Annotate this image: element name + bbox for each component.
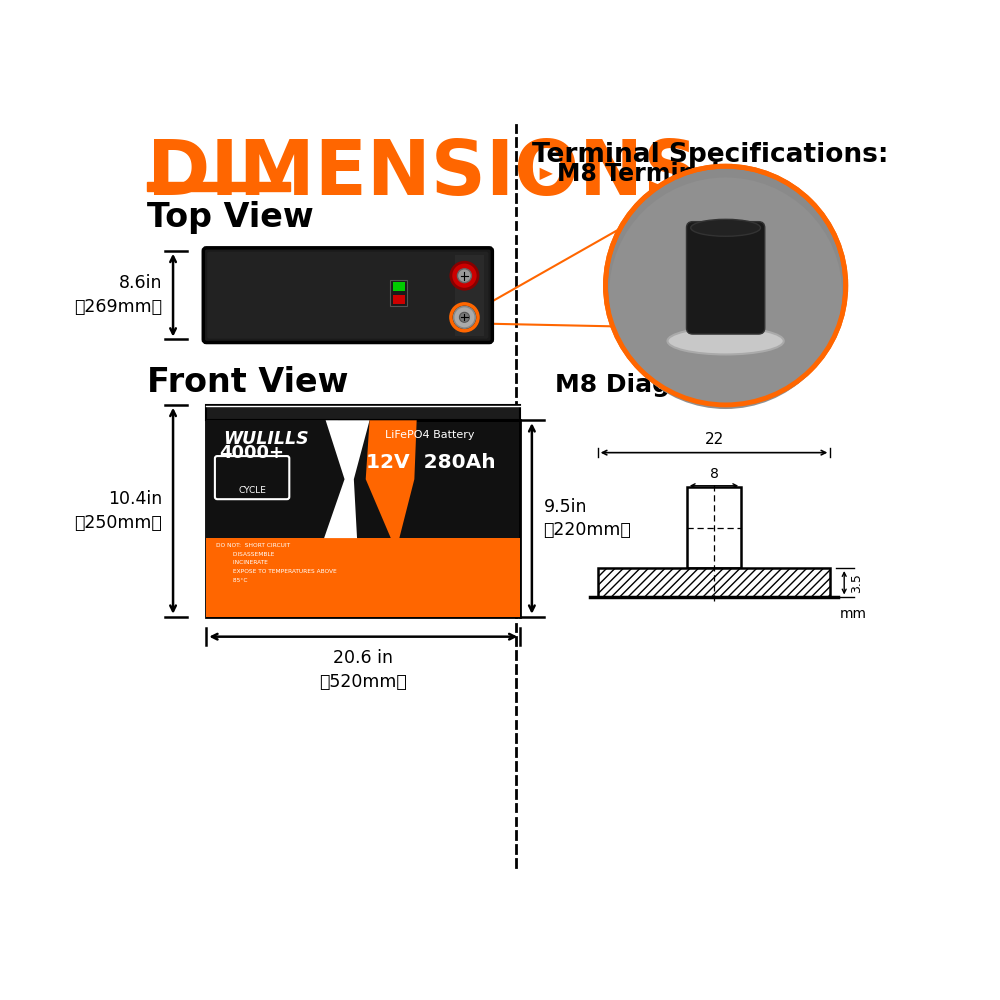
Text: 9.5in
（220mm）: 9.5in （220mm） (544, 498, 631, 539)
Text: M8 Terminal: M8 Terminal (557, 162, 720, 186)
Ellipse shape (691, 219, 761, 236)
FancyBboxPatch shape (686, 222, 765, 334)
FancyBboxPatch shape (203, 248, 492, 343)
FancyBboxPatch shape (207, 252, 488, 339)
Polygon shape (366, 420, 417, 538)
Text: 20.6 in
（520mm）: 20.6 in （520mm） (319, 649, 407, 691)
Text: Top View: Top View (147, 201, 313, 234)
Bar (206, 420, 520, 617)
Bar (687, 487, 741, 568)
Text: CYCLE: CYCLE (238, 486, 266, 495)
Text: DIMENSIONS: DIMENSIONS (147, 137, 698, 211)
Bar (393, 295, 405, 304)
Ellipse shape (668, 328, 784, 354)
Bar (206, 405, 520, 420)
Text: DO NOT:  SHORT CIRCUIT: DO NOT: SHORT CIRCUIT (216, 543, 290, 548)
Bar (206, 420, 338, 538)
Text: 10.4in
（250mm）: 10.4in （250mm） (74, 490, 162, 532)
Text: 12V  280Ah: 12V 280Ah (366, 453, 496, 472)
Circle shape (457, 269, 471, 283)
Bar (455, 255, 484, 336)
Text: M8 Diagram: M8 Diagram (555, 373, 726, 397)
Text: mm: mm (840, 607, 867, 621)
Circle shape (606, 166, 846, 405)
Bar (390, 280, 407, 306)
Text: INCINERATE: INCINERATE (216, 560, 268, 565)
Bar (206, 538, 520, 617)
Text: Front View: Front View (147, 366, 348, 399)
Text: 85°C: 85°C (216, 578, 247, 583)
Polygon shape (324, 420, 370, 538)
Text: WULILLS: WULILLS (223, 430, 309, 448)
Polygon shape (540, 168, 553, 180)
Bar (147, 182, 290, 191)
Text: Terminal Specifications:: Terminal Specifications: (532, 142, 888, 168)
Bar (393, 282, 405, 291)
Circle shape (454, 307, 475, 328)
Circle shape (451, 262, 478, 289)
Bar (598, 568, 830, 597)
Text: 3.5: 3.5 (850, 573, 863, 593)
Bar (598, 568, 830, 597)
Text: 8.6in
（269mm）: 8.6in （269mm） (74, 274, 162, 316)
Text: 8: 8 (710, 467, 718, 481)
Circle shape (459, 312, 469, 322)
Text: EXPOSE TO TEMPERATURES ABOVE: EXPOSE TO TEMPERATURES ABOVE (216, 569, 336, 574)
Text: 4000+: 4000+ (220, 444, 285, 462)
Circle shape (609, 177, 842, 409)
Text: 22: 22 (704, 432, 724, 447)
Text: DISASSEMBLE: DISASSEMBLE (216, 552, 274, 557)
Text: LiFePO4 Battery: LiFePO4 Battery (385, 430, 475, 440)
